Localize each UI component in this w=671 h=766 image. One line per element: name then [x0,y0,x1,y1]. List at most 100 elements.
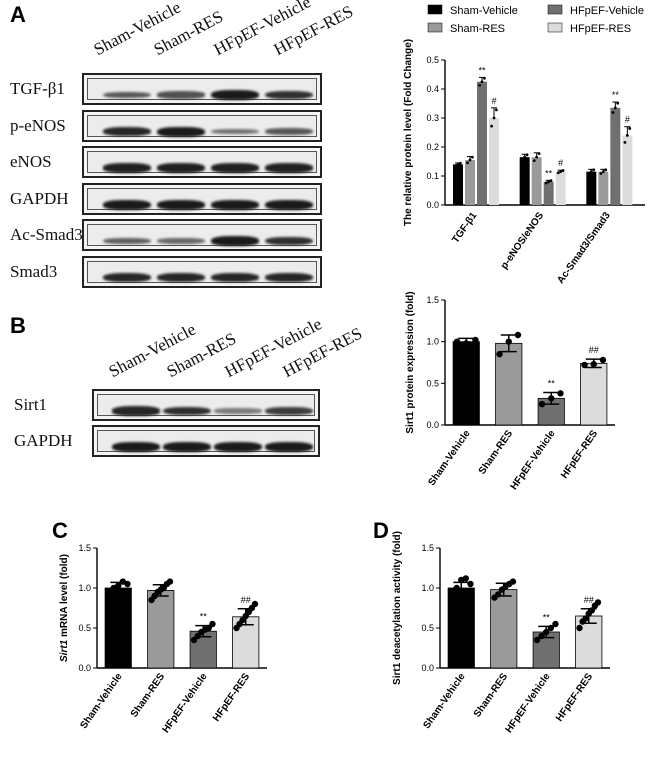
y-axis-label: The relative protein level (Fold Change) [403,39,414,226]
blot-band [157,237,205,245]
blot-strip [82,109,322,142]
blot-band [157,199,205,210]
bar [453,164,463,205]
data-point [599,172,603,175]
data-point [589,170,593,174]
data-point [628,127,632,130]
blot-row-label: Smad3 [10,261,58,281]
y-tick-label: 0.3 [426,113,439,123]
y-tick-label: 0.1 [426,171,439,181]
blot-band [157,272,205,283]
blot-band [103,272,151,283]
blot-row-label: Sirt1 [14,395,48,414]
significance-mark: # [491,96,496,106]
y-axis-label: Sirt1 protein expression (fold) [405,291,416,433]
x-tick-label: HFpEF-Vehicle [509,428,558,492]
bar [622,135,633,205]
x-tick-label: Sham-RES [477,428,516,476]
data-point [509,578,517,585]
bar [598,171,609,205]
blot-strip [82,73,322,105]
blot-band [162,442,211,452]
data-point [549,179,553,183]
panel-c-letter: C [52,518,68,543]
y-tick-label: 0.0 [78,663,91,673]
y-axis-label: Sirt1 mRNA level (fold) [59,554,70,662]
data-point [625,134,629,137]
data-point [604,168,608,172]
blot-band [211,163,259,173]
chart-d: 0.0 0.5 1.0 1.5 Sirt1 deacetylation activity… [392,531,610,735]
data-point [594,599,602,606]
data-point [544,181,548,185]
blot-row-label: Ac-Smad3 [10,225,83,244]
y-tick-label: 1.0 [426,337,439,347]
blot-band [162,406,211,416]
blot-band [103,126,151,137]
data-point [448,591,456,598]
blot-band [111,442,160,452]
data-point [561,169,565,172]
data-point [166,578,174,585]
significance-mark: # [558,158,563,168]
x-tick-label: HFpEF-RES [554,671,595,724]
legend-label: Sham-Vehicle [450,5,518,17]
blot-strip [82,146,322,178]
data-point [611,111,615,114]
data-point [582,615,589,622]
blot-band [103,237,151,245]
data-point [514,331,522,339]
chart-legend: Sham-Vehicle Sham-RES HFpEF-Vehicle HFpEF-R… [427,4,644,35]
y-tick-label: 1.5 [78,543,91,553]
x-tick-label: TGF-β1 [450,210,479,245]
data-point [496,350,503,358]
data-point [552,620,559,628]
panel-a-letter: A [10,2,26,27]
bar [490,589,518,669]
bar [519,157,530,205]
bar [543,181,554,205]
data-point [105,588,113,596]
data-point [535,155,539,159]
data-point [538,632,545,640]
bar [610,107,621,205]
y-tick-label: 0.2 [426,142,439,152]
data-point [520,158,524,161]
blot-row-label: TGF-β1 [10,79,65,98]
blot-band [264,442,313,452]
blot-band [103,163,151,173]
data-point [547,180,551,184]
data-point [480,80,484,84]
data-point [463,340,470,347]
significance-mark: ** [543,612,551,622]
data-point [468,158,472,162]
data-point [525,153,529,157]
y-tick-label: 1.5 [426,295,439,305]
significance-mark: ** [548,379,556,389]
data-point [490,124,493,128]
data-point [209,620,216,628]
bar [147,590,175,669]
legend-label: Sham-RES [450,23,505,35]
data-point [467,580,474,588]
data-point [588,607,596,614]
y-tick-label: 0.4 [426,84,439,94]
blot-row-label: GAPDH [10,188,69,208]
data-point [537,152,541,156]
data-point [478,83,481,87]
bar [580,362,608,426]
x-tick-label: Sham-Vehicle [426,428,473,488]
blot-band [157,91,205,99]
y-tick-label: 0.5 [426,378,439,388]
y-tick-label: 0.0 [421,663,434,673]
x-tick-label: p-eNOS/eNOS [499,210,546,271]
x-tick-label: Sham-Vehicle [78,671,125,731]
blot-band [211,272,259,283]
blot-strip [92,425,320,457]
data-point [471,155,474,159]
data-point [532,159,536,163]
significance-mark: ** [478,65,486,75]
x-tick-label: Sham-Vehicle [421,671,468,731]
x-tick-label: Sham-RES [472,671,511,719]
data-point [453,338,461,345]
